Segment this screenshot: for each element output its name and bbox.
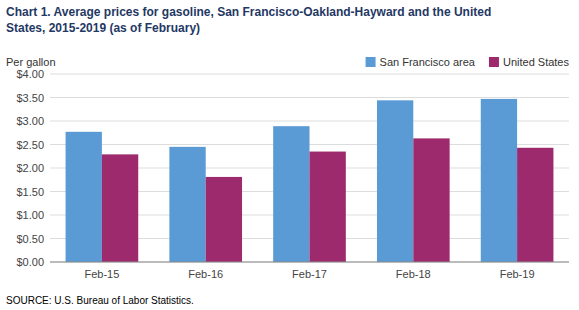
y-tick-label: $0.50 [16, 233, 44, 245]
x-tick-label: Feb-18 [396, 268, 431, 280]
y-tick-label: $3.50 [16, 92, 44, 104]
y-tick-label: $3.00 [16, 115, 44, 127]
title: Chart 1. Average prices for gasoline, Sa… [6, 5, 491, 19]
grid-line [50, 97, 569, 98]
y-axis-label: Per gallon [6, 56, 56, 68]
bar [169, 147, 205, 262]
subtitle: States, 2015-2019 (as of February) [6, 21, 200, 35]
grid-line [50, 262, 569, 263]
y-tick-label: $2.00 [16, 162, 44, 174]
legend-label: San Francisco area [380, 56, 476, 68]
x-tick-label: Feb-15 [84, 268, 119, 280]
bar [273, 126, 309, 262]
x-tick-label: Feb-19 [500, 268, 535, 280]
y-tick-label: $0.00 [16, 256, 44, 268]
annotation: SOURCE: U.S. Bureau of Labor Statistics. [6, 295, 194, 306]
grid-line [50, 74, 569, 75]
legend: San Francisco area United States [366, 56, 570, 68]
y-tick-label: $2.50 [16, 139, 44, 151]
x-tick-label: Feb-17 [292, 268, 327, 280]
legend-swatch [366, 57, 376, 67]
chart: Chart 1. Average prices for gasoline, Sa… [0, 0, 579, 310]
legend-swatch [489, 57, 499, 67]
legend-label: United States [503, 56, 570, 68]
x-tick-label: Feb-16 [188, 268, 223, 280]
bar [481, 99, 517, 262]
bars [66, 99, 554, 262]
bar [517, 148, 553, 262]
bar [377, 100, 413, 262]
bar [310, 152, 346, 262]
x-axis-line [50, 262, 569, 263]
bar [102, 154, 138, 262]
bar [66, 132, 102, 262]
y-tick-label: $1.50 [16, 186, 44, 198]
grid [50, 74, 569, 262]
y-tick-label: $1.00 [16, 209, 44, 221]
bar [413, 138, 449, 262]
y-tick-label: $4.00 [16, 68, 44, 80]
bar [206, 177, 242, 262]
